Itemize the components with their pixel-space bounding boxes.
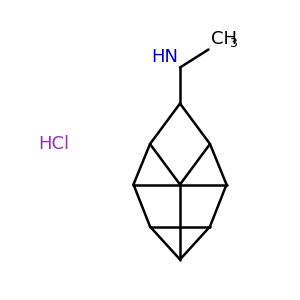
Text: CH: CH (211, 30, 237, 48)
Text: HCl: HCl (38, 135, 70, 153)
Text: 3: 3 (229, 38, 237, 50)
Text: HN: HN (152, 48, 178, 66)
